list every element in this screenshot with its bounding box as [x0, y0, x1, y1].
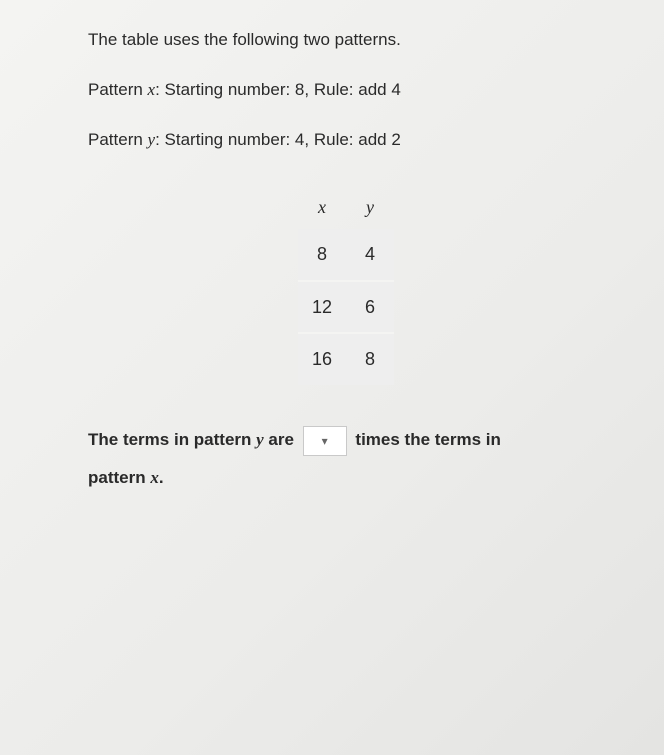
table-cell: 6 — [346, 281, 394, 333]
answer-dropdown[interactable]: ▾ — [303, 426, 347, 456]
pattern-x-line: Pattern x: Starting number: 8, Rule: add… — [88, 78, 604, 102]
table-cell: 12 — [298, 281, 346, 333]
table-cell: 8 — [346, 333, 394, 385]
table-header-x: x — [298, 185, 346, 229]
chevron-down-icon: ▾ — [322, 428, 328, 454]
pattern-y-prefix: Pattern — [88, 130, 148, 149]
pattern-x-var: x — [148, 80, 156, 99]
table-row: 8 4 — [298, 229, 394, 281]
pattern-y-var: y — [148, 130, 156, 149]
pattern-x-rest: : Starting number: 8, Rule: add 4 — [155, 80, 401, 99]
table-cell: 4 — [346, 229, 394, 281]
pattern-table: x y 8 4 12 6 16 8 — [298, 185, 394, 385]
sentence-part1: The terms in pattern — [88, 430, 256, 449]
table-row: 12 6 — [298, 281, 394, 333]
pattern-table-wrap: x y 8 4 12 6 16 8 — [88, 185, 604, 385]
answer-sentence: The terms in pattern y are ▾ times the t… — [88, 421, 604, 496]
table-header-row: x y — [298, 185, 394, 229]
pattern-y-rest: : Starting number: 4, Rule: add 2 — [155, 130, 401, 149]
sentence-var-y: y — [256, 430, 264, 449]
table-row: 16 8 — [298, 333, 394, 385]
pattern-y-line: Pattern y: Starting number: 4, Rule: add… — [88, 128, 604, 152]
table-cell: 8 — [298, 229, 346, 281]
intro-text: The table uses the following two pattern… — [88, 28, 604, 52]
pattern-x-prefix: Pattern — [88, 80, 148, 99]
sentence-part5: . — [159, 468, 164, 487]
sentence-var-x: x — [150, 468, 159, 487]
sentence-bold-1: The terms in pattern y are — [88, 430, 299, 449]
table-header-y: y — [346, 185, 394, 229]
sentence-part3: times the terms in — [355, 430, 501, 449]
sentence-part4: pattern — [88, 468, 150, 487]
table-cell: 16 — [298, 333, 346, 385]
sentence-part2: are — [264, 430, 294, 449]
